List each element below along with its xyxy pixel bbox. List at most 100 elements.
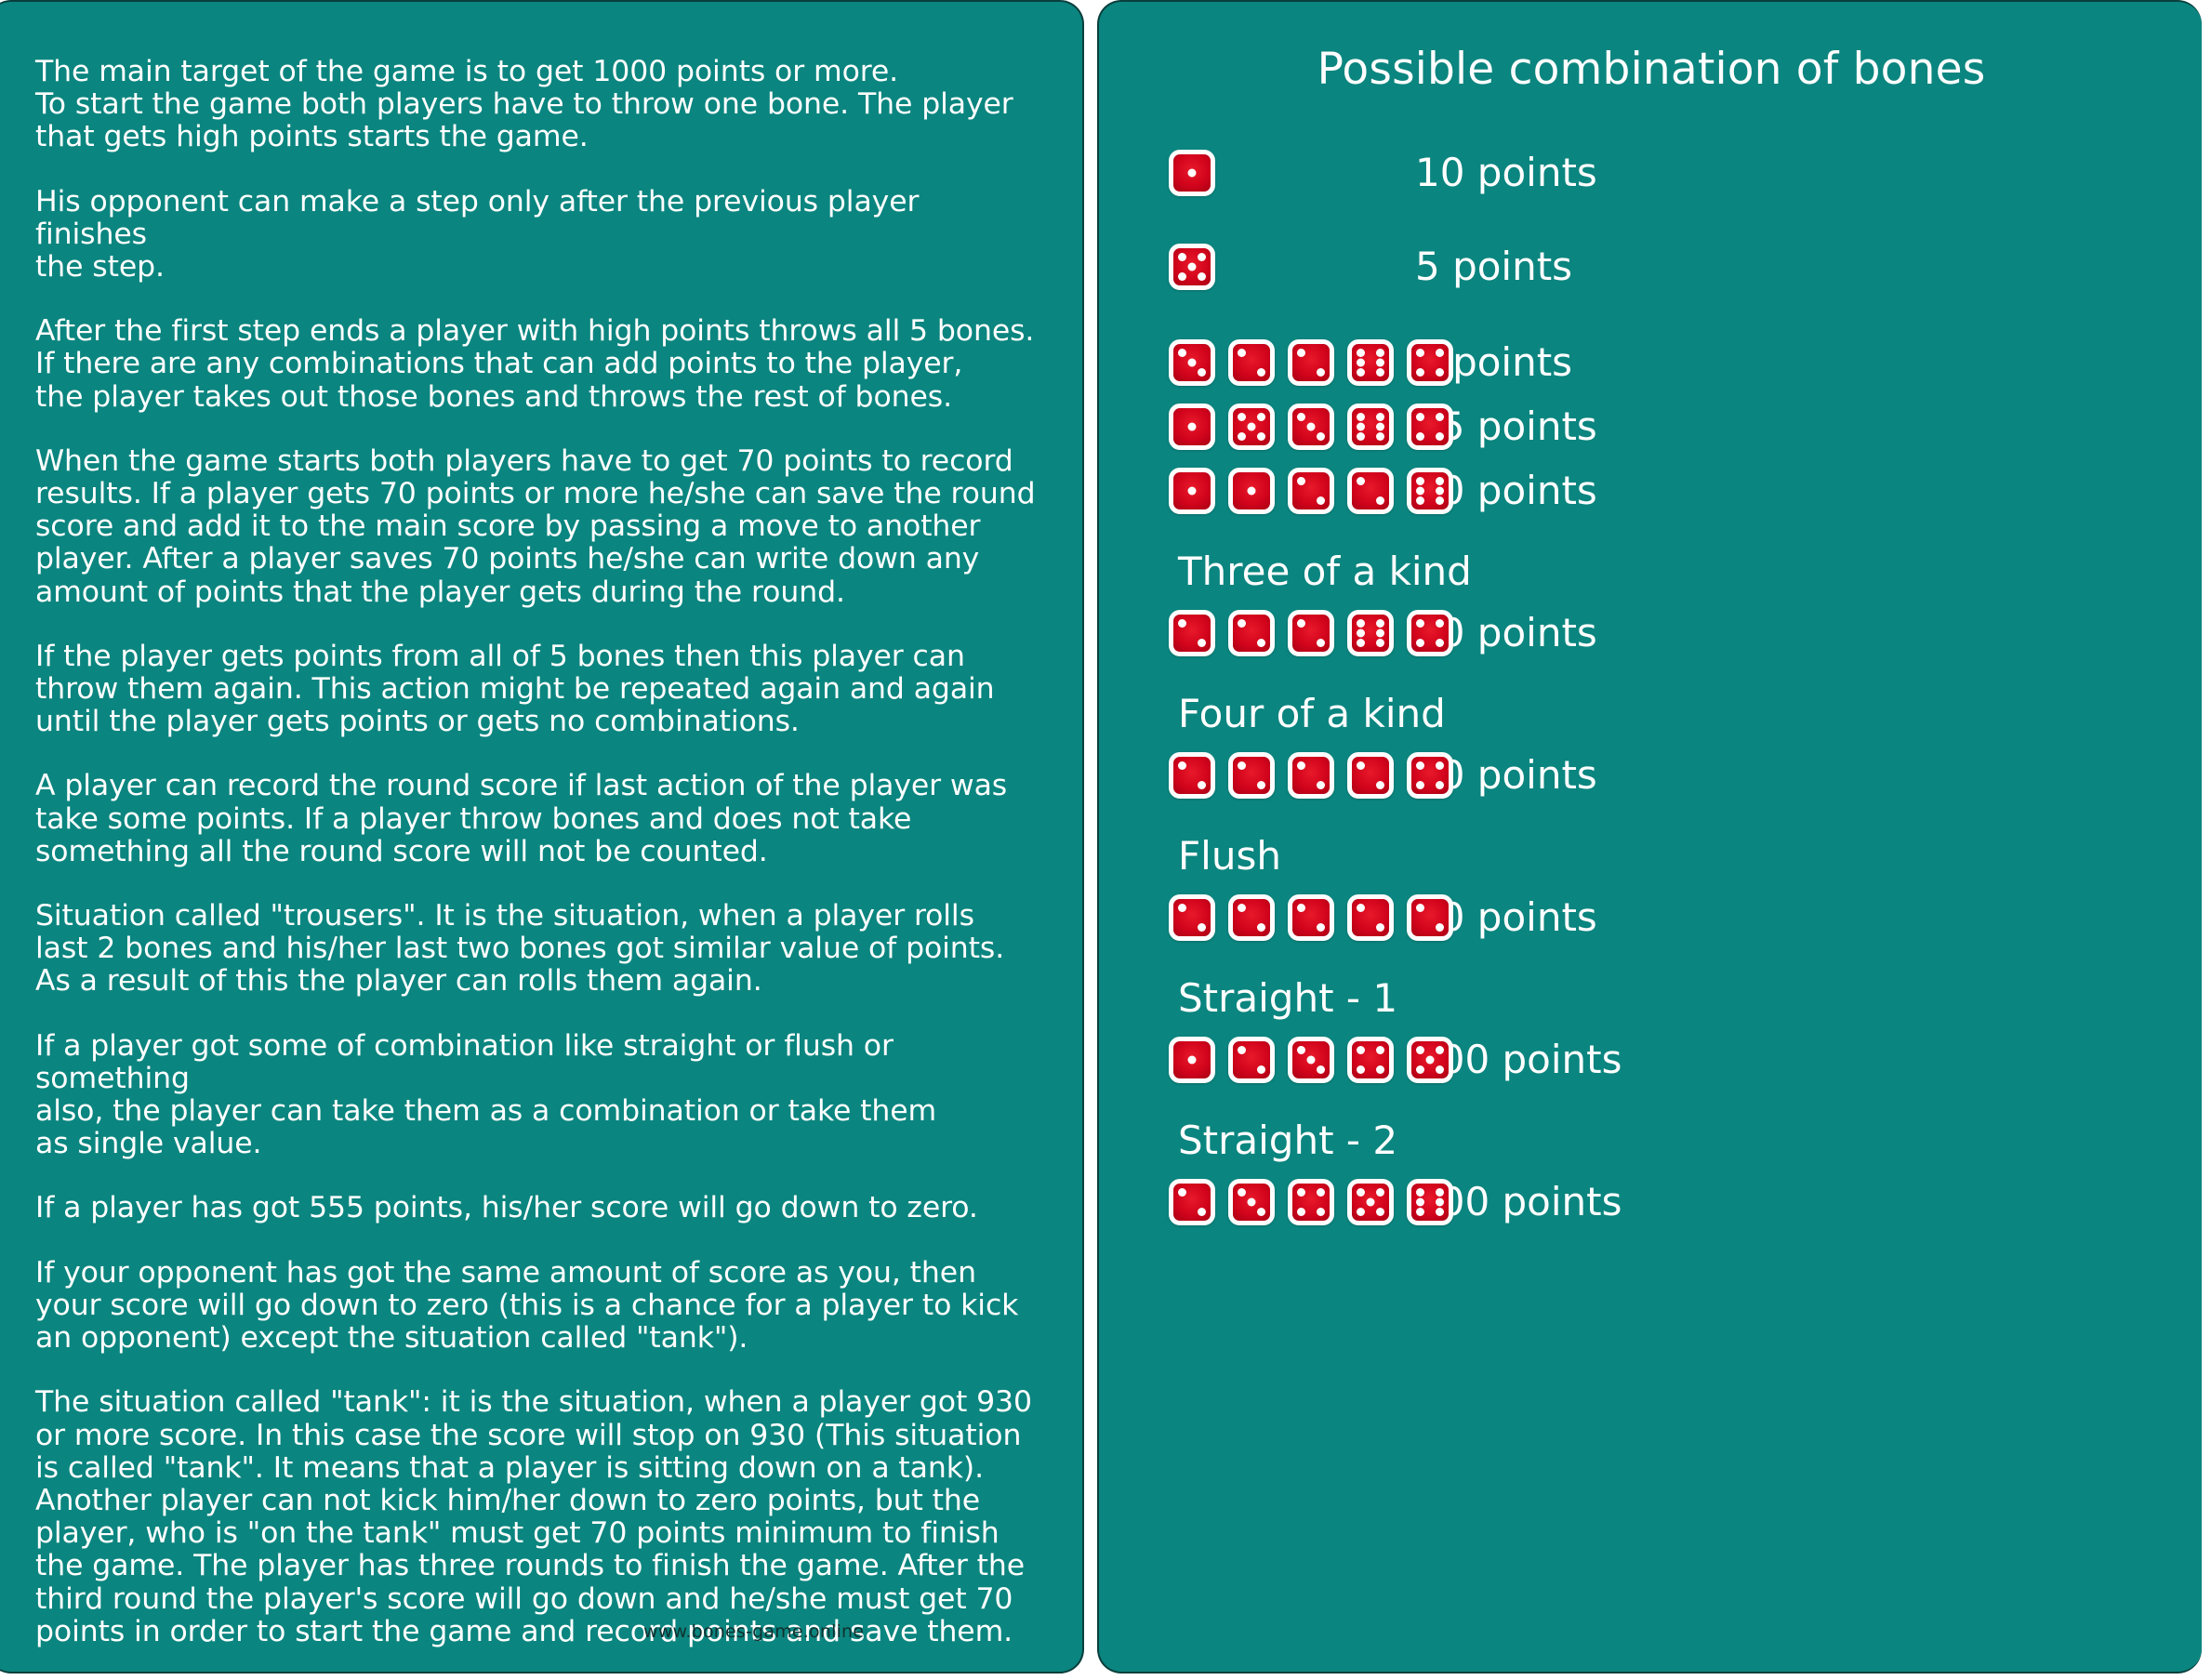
- rule-paragraph: Situation called "trousers". It is the s…: [35, 899, 1005, 999]
- die-pip: [1247, 486, 1256, 495]
- die-pip: [1306, 1055, 1316, 1064]
- die-pip: [1376, 780, 1384, 789]
- die-pip: [1317, 496, 1325, 505]
- die-pip: [1297, 348, 1305, 357]
- die-pip: [1297, 761, 1305, 770]
- die-pip: [1436, 431, 1444, 441]
- die-pip: [1187, 1055, 1197, 1064]
- die-face-1: [1169, 1036, 1215, 1083]
- die-face-4: [1288, 1178, 1334, 1225]
- die-pip: [1416, 1045, 1424, 1054]
- die-face-5: [1407, 1036, 1453, 1083]
- die-pip: [1317, 922, 1325, 932]
- die-pip: [1416, 486, 1424, 495]
- die-pip: [1257, 638, 1265, 647]
- die-pip: [1357, 422, 1365, 430]
- die-face-2: [1347, 467, 1394, 514]
- die-face-2: [1169, 893, 1215, 941]
- combination-heading: Four of a kind: [1178, 691, 1446, 736]
- die-face-2: [1228, 609, 1275, 656]
- die-pip: [1376, 358, 1384, 366]
- die-face-2: [1228, 893, 1275, 941]
- die-pip: [1416, 476, 1424, 485]
- die-pip: [1357, 367, 1365, 377]
- die-pip: [1198, 271, 1206, 281]
- die-face-2: [1169, 751, 1215, 799]
- die-pip: [1436, 761, 1444, 770]
- combination-row: 20 points: [1099, 602, 2204, 664]
- combinations-title: Possible combination of bones: [1317, 44, 1986, 96]
- die-face-2: [1228, 751, 1275, 799]
- die-pip: [1357, 628, 1365, 637]
- die-face-2: [1347, 751, 1394, 799]
- die-pip: [1376, 638, 1384, 647]
- die-pip: [1357, 1045, 1365, 1054]
- die-pip: [1416, 496, 1424, 505]
- rule-paragraph: After the first step ends a player with …: [35, 314, 1035, 414]
- die-pip: [1416, 618, 1424, 628]
- die-pip: [1317, 431, 1325, 441]
- die-pip: [1436, 1207, 1444, 1216]
- die-face-2: [1288, 338, 1334, 386]
- die-face-6: [1347, 609, 1394, 656]
- die-pip: [1187, 168, 1197, 177]
- die-face-1: [1169, 149, 1215, 196]
- die-pip: [1198, 367, 1206, 377]
- die-pip: [1297, 618, 1305, 628]
- die-face-4: [1347, 1036, 1394, 1083]
- die-pip: [1198, 922, 1206, 932]
- die-face-1: [1169, 467, 1215, 514]
- die-pip: [1238, 412, 1246, 421]
- dice-strip: [1099, 609, 1453, 656]
- die-pip: [1178, 252, 1186, 261]
- die-pip: [1357, 358, 1365, 366]
- die-pip: [1187, 422, 1197, 430]
- die-pip: [1357, 1207, 1365, 1216]
- die-face-3: [1228, 1178, 1275, 1225]
- rule-paragraph: His opponent can make a step only after …: [35, 184, 920, 284]
- die-pip: [1436, 367, 1444, 377]
- die-face-5: [1228, 403, 1275, 450]
- combinations-panel: Possible combination of bones 10 points 5…: [1097, 0, 2202, 1673]
- die-pip: [1187, 486, 1197, 495]
- dice-strip: [1099, 751, 1453, 799]
- die-pip: [1376, 422, 1384, 430]
- rule-paragraph: A player can record the round score if l…: [35, 769, 1008, 868]
- die-face-6: [1347, 338, 1394, 386]
- die-pip: [1376, 1207, 1384, 1216]
- die-pip: [1317, 638, 1325, 647]
- die-pip: [1366, 1197, 1375, 1206]
- combinations-list: 10 points 5 points 0 points 15 points 20 poi…: [1099, 141, 2204, 1250]
- die-pip: [1416, 903, 1424, 912]
- combination-row: 5 points: [1099, 235, 2204, 298]
- die-pip: [1198, 638, 1206, 647]
- combination-row: 200 points: [1099, 1171, 2204, 1233]
- die-pip: [1238, 903, 1246, 912]
- die-pip: [1357, 412, 1365, 421]
- combination-heading: Straight - 2: [1178, 1118, 1398, 1163]
- die-face-2: [1228, 338, 1275, 386]
- die-pip: [1436, 922, 1444, 932]
- die-pip: [1357, 431, 1365, 441]
- dice-strip: [1099, 338, 1453, 386]
- die-pip: [1376, 431, 1384, 441]
- die-face-2: [1169, 1178, 1215, 1225]
- combination-row: 80 points: [1099, 886, 2204, 948]
- rule-paragraph: If your opponent has got the same amount…: [35, 1255, 1019, 1356]
- dice-strip: [1099, 893, 1453, 941]
- die-pip: [1376, 922, 1384, 932]
- die-pip: [1178, 348, 1186, 357]
- die-pip: [1357, 1187, 1365, 1197]
- combination-row: 40 points: [1099, 744, 2204, 806]
- die-pip: [1198, 1207, 1206, 1216]
- die-pip: [1238, 1045, 1246, 1054]
- die-face-6: [1347, 403, 1394, 450]
- die-pip: [1416, 1187, 1424, 1197]
- die-pip: [1376, 1065, 1384, 1074]
- die-pip: [1436, 1045, 1444, 1054]
- die-pip: [1416, 780, 1424, 789]
- die-pip: [1317, 1187, 1325, 1197]
- die-pip: [1416, 412, 1424, 421]
- die-pip: [1376, 618, 1384, 628]
- die-pip: [1357, 638, 1365, 647]
